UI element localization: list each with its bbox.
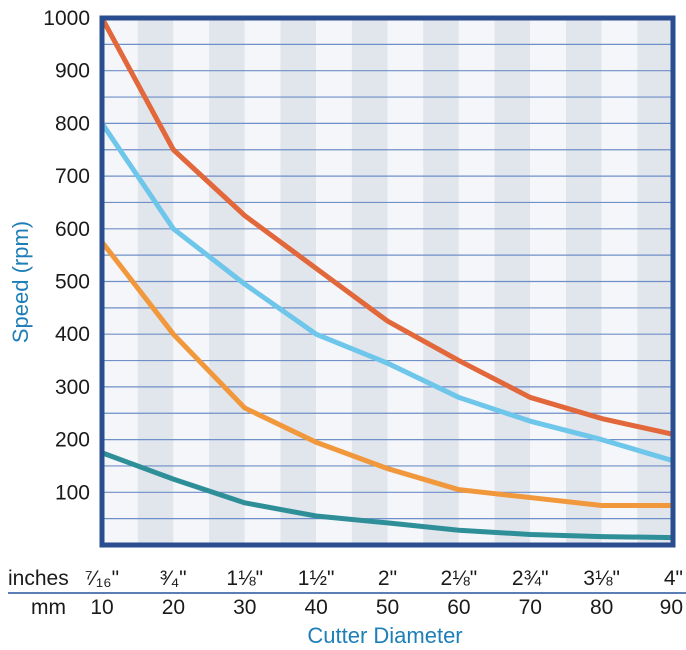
x-tick-rows: inches ⁷⁄₁₆" ³⁄₄" 1⅛" 1½" 2" 2⅛" 2¾" 3⅛" 4" mm 10 20… [8,567,683,619]
y-tick-label: 400 [55,323,90,346]
x-tick-label: 3⅛" [583,567,620,590]
x-tick-label: 4" [664,567,683,590]
y-tick-label: 100 [55,481,90,504]
x-tick-label: 1⅛" [226,567,263,590]
y-tick-label: 700 [55,165,90,188]
x-tick-label: 80 [590,596,613,619]
plot-frame [99,15,676,548]
x-row-label: mm [31,596,66,619]
y-tick-label: 900 [55,60,90,83]
x-tick-label: ³⁄₄" [160,567,187,590]
x-tick-label: ⁷⁄₁₆" [85,567,119,590]
series-line-3 [102,239,673,508]
y-tick-label: 1000 [43,7,90,30]
y-tick-labels: 100 200 300 400 500 600 700 800 900 1000 [43,7,90,504]
y-axis-title: Speed (rpm) [8,221,33,343]
x-tick-label: 2⅛" [441,567,478,590]
y-tick-label: 200 [55,429,90,452]
x-tick-label: 1½" [298,567,335,590]
y-tick-label: 800 [55,112,90,135]
x-tick-label: 50 [376,596,399,619]
series-line-2 [102,120,673,464]
x-tick-label: 20 [162,596,185,619]
x-axis-title: Cutter Diameter [307,623,462,648]
x-tick-label: 2" [378,567,397,590]
x-tick-label: 70 [519,596,542,619]
x-row-label: inches [8,567,69,590]
x-tick-label: 2¾" [512,567,549,590]
x-tick-label: 60 [447,596,470,619]
y-tick-label: 600 [55,218,90,241]
series-lines [102,18,673,541]
x-tick-label: 10 [90,596,113,619]
y-tick-label: 300 [55,376,90,399]
series-line-4 [102,450,673,541]
x-tick-label: 40 [304,596,327,619]
y-tick-label: 500 [55,271,90,294]
x-tick-label: 30 [233,596,256,619]
series-line-1 [102,18,673,437]
x-tick-label: 90 [660,596,683,619]
